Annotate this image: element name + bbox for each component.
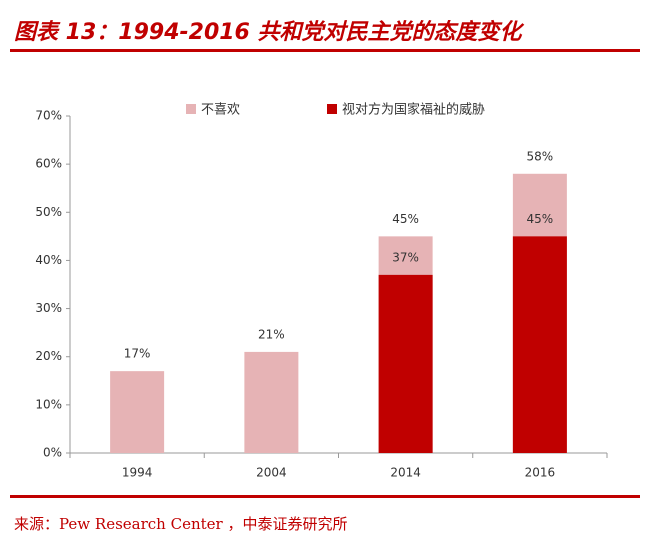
bar — [378, 274, 433, 453]
y-tick-label: 50% — [35, 205, 62, 219]
x-tick-label: 2016 — [525, 466, 556, 480]
y-tick-label: 0% — [43, 446, 62, 460]
x-tick-label: 2014 — [390, 466, 421, 480]
y-tick-label: 30% — [35, 301, 62, 315]
x-tick-label: 1994 — [122, 466, 153, 480]
legend-label: 不喜欢 — [201, 103, 240, 118]
y-tick-label: 60% — [35, 157, 62, 171]
bar — [512, 236, 567, 453]
source-rule — [10, 495, 640, 498]
legend-swatch — [327, 104, 337, 114]
title-rule — [10, 49, 640, 52]
value-label: 45% — [527, 212, 554, 226]
bar — [110, 371, 165, 453]
value-label: 58% — [527, 149, 554, 163]
value-label: 17% — [124, 347, 151, 361]
value-label: 21% — [258, 327, 285, 341]
value-label: 37% — [392, 250, 419, 264]
legend-label: 视对方为国家福祉的威胁 — [342, 102, 485, 118]
x-tick-label: 2004 — [256, 466, 287, 480]
legend-swatch — [186, 104, 196, 114]
y-tick-label: 20% — [35, 349, 62, 363]
bar — [244, 351, 299, 453]
y-tick-label: 40% — [35, 253, 62, 267]
source: 来源：Pew Research Center ，中泰证券研究所 — [14, 515, 347, 533]
y-tick-label: 10% — [35, 397, 62, 411]
chart-title: 图表 13：1994-2016 共和党对民主党的态度变化 — [14, 19, 525, 45]
value-label: 45% — [392, 212, 419, 226]
y-tick-label: 70% — [35, 109, 62, 123]
